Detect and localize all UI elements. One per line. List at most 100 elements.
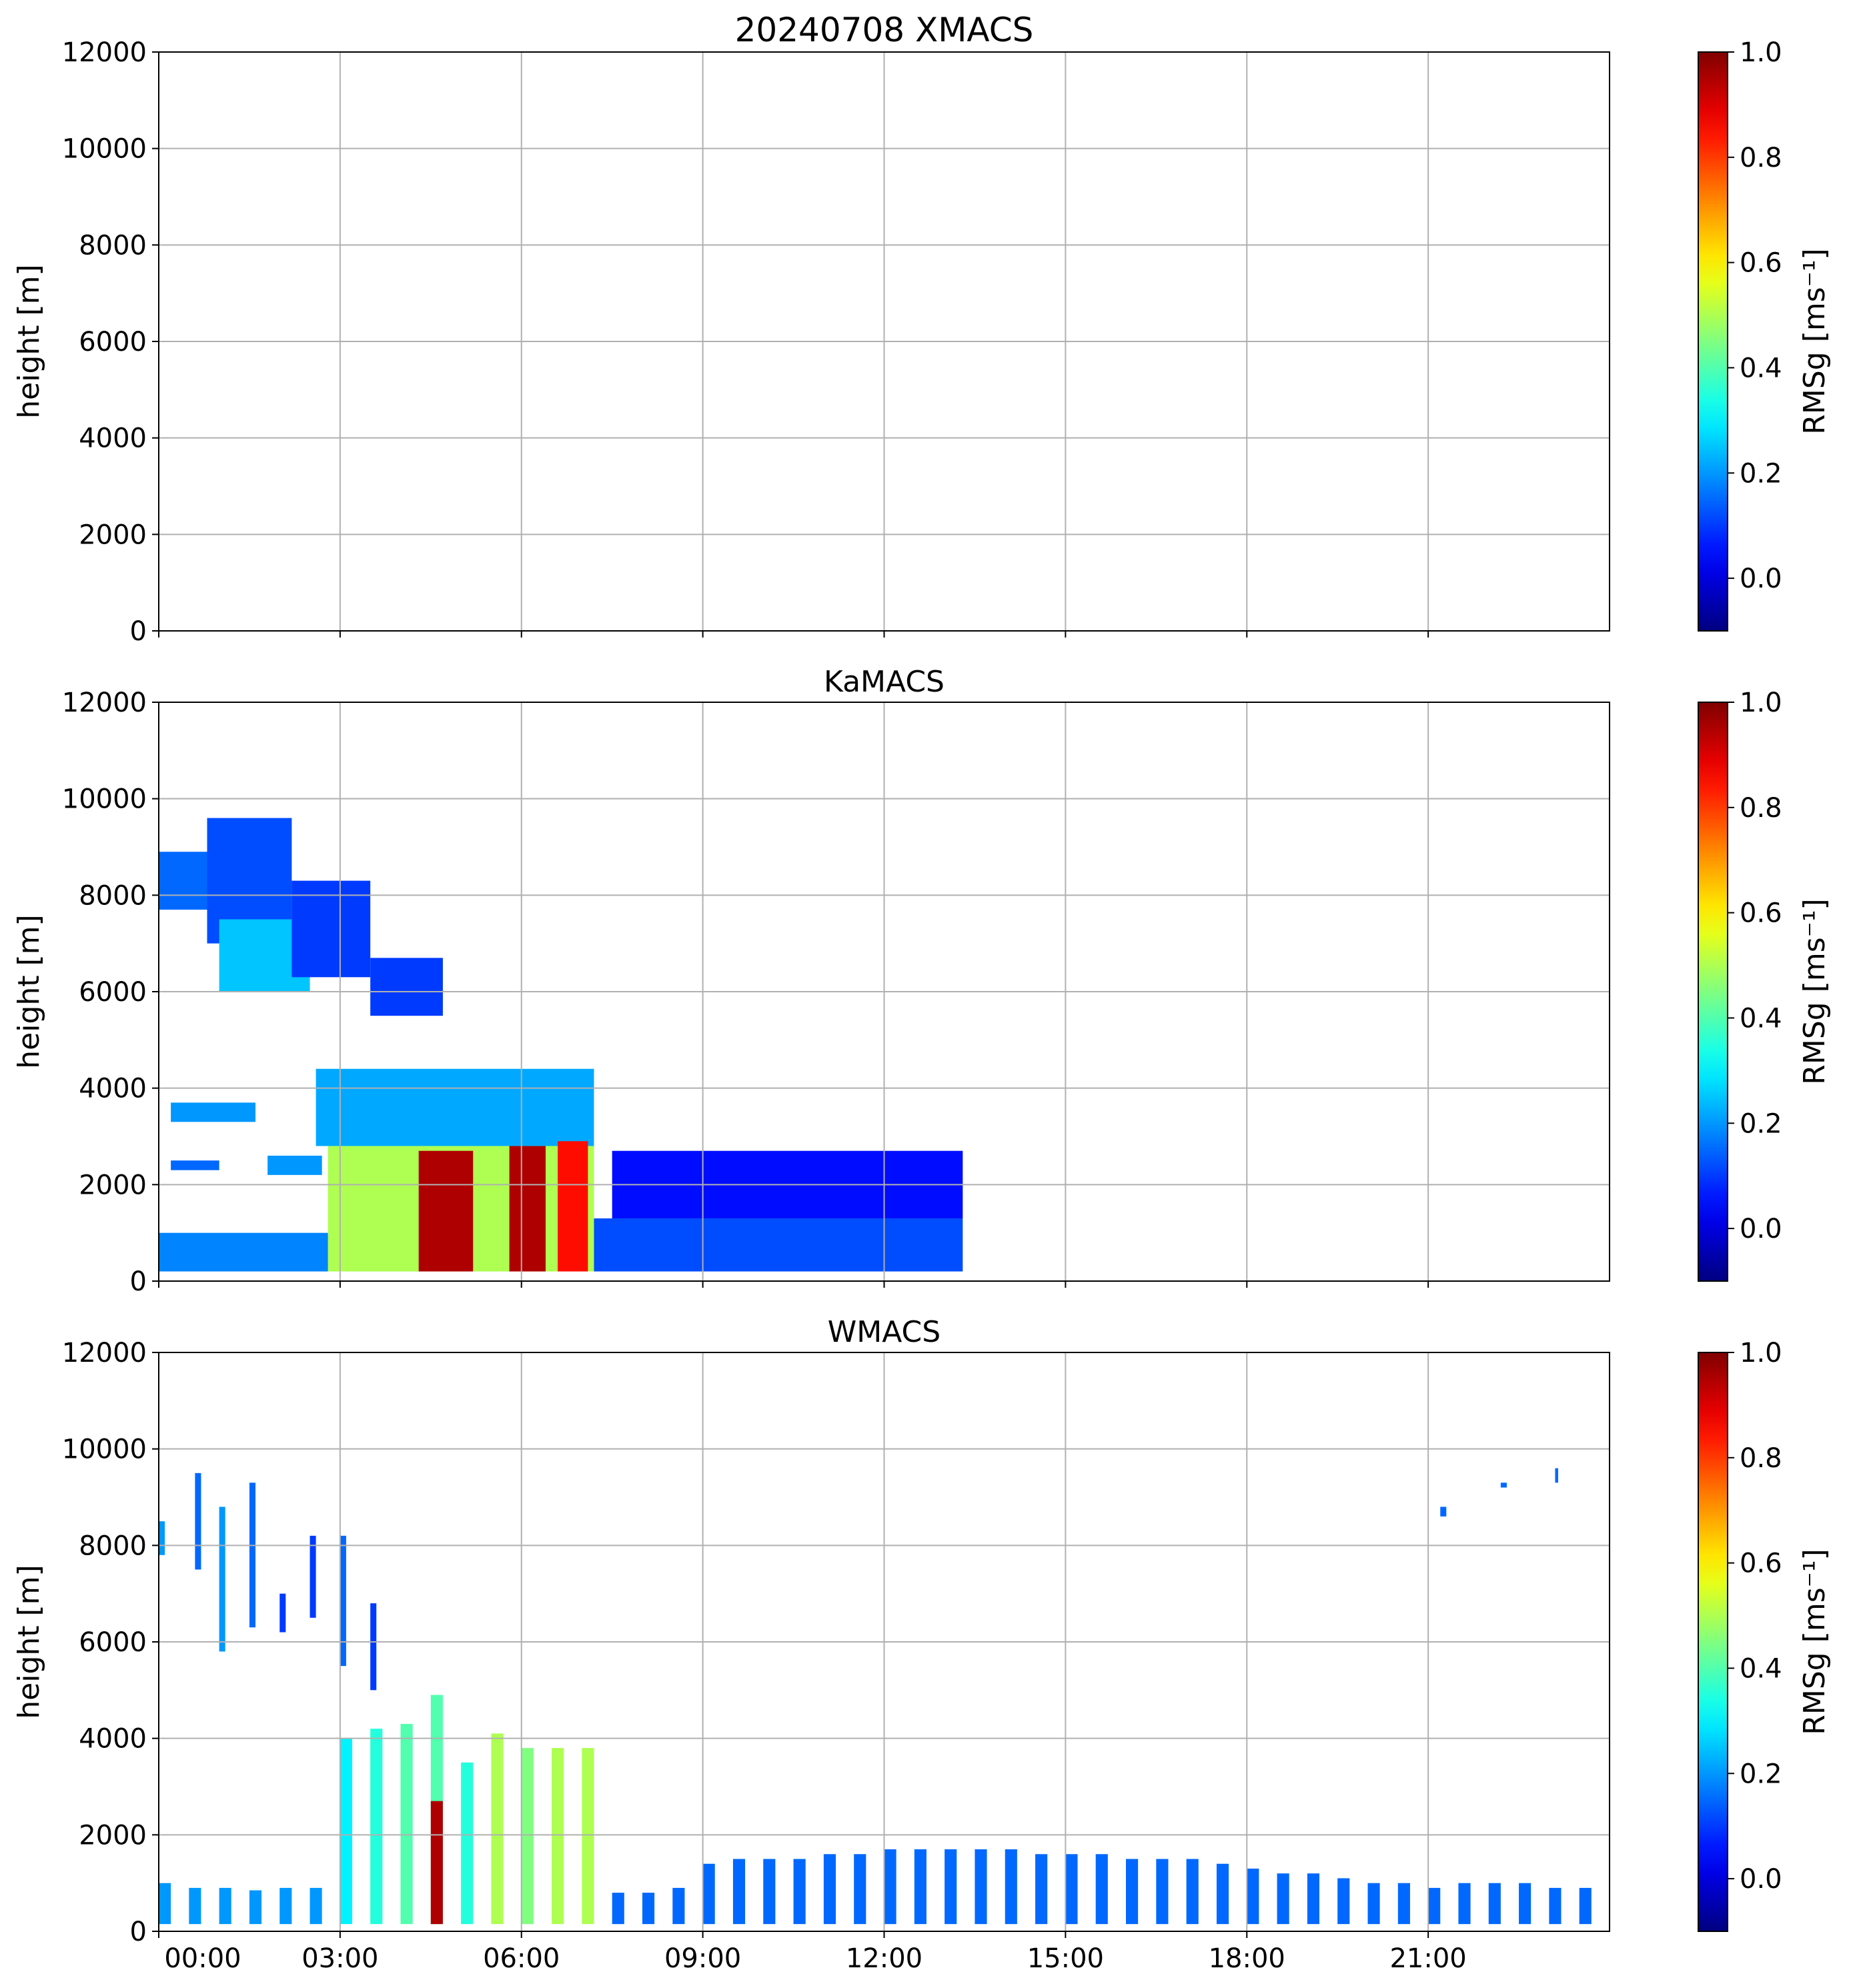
heatmap-region [249,1482,255,1628]
y-tick-label: 0 [130,1917,147,1947]
heatmap-region [1005,1849,1017,1925]
chart-title: KaMACS [824,665,945,699]
colorbar-gradient [1698,1352,1728,1932]
heatmap-region [1519,1883,1531,1925]
colorbar-label: RMSg [ms⁻¹] [1798,898,1832,1084]
colorbar-tick-label: 0.2 [1740,1759,1782,1789]
colorbar-tick-label: 0.0 [1740,1864,1782,1895]
heatmap-region [279,1887,292,1925]
colorbar-tick-label: 0.6 [1740,898,1782,929]
y-tick-label: 4000 [79,423,147,454]
x-tick-label: 00:00 [164,1943,241,1974]
heatmap-data [159,1468,1592,1925]
colorbar-tick-label: 1.0 [1740,37,1782,68]
heatmap-region [1337,1878,1350,1925]
heatmap-region [732,1859,746,1925]
colorbar-tick-label: 1.0 [1740,688,1782,718]
chart-title: 20240708 XMACS [735,11,1034,49]
heatmap-region [171,1160,219,1170]
heatmap-region [672,1887,685,1925]
y-axis-label: height [m] [12,914,46,1068]
heatmap-region [159,852,207,910]
y-tick-label: 6000 [79,327,147,357]
heatmap-region [400,1723,413,1925]
colorbar-tick-label: 0.8 [1740,793,1782,824]
y-tick-label: 10000 [62,1434,147,1465]
heatmap-region [1035,1854,1048,1925]
heatmap-region [1216,1863,1229,1925]
y-tick-label: 8000 [79,880,147,911]
heatmap-region [310,1535,316,1618]
colorbar-tick-label: 0.8 [1740,143,1782,173]
colorbar-tick-label: 0.0 [1740,1214,1782,1244]
heatmap-region [195,1472,201,1570]
heatmap-region [219,1887,231,1925]
heatmap-region [854,1854,866,1925]
colorbar-tick-label: 0.8 [1740,1443,1782,1474]
x-tick-label: 15:00 [1027,1943,1104,1974]
heatmap-region [316,1068,594,1146]
heatmap-data [159,818,963,1272]
heatmap-region [914,1849,927,1925]
y-tick-label: 4000 [79,1074,147,1104]
colorbar-label: RMSg [ms⁻¹] [1798,1549,1832,1735]
heatmap-region [189,1887,201,1925]
colorbar-tick-label: 0.2 [1740,1108,1782,1139]
heatmap-region [582,1748,594,1925]
heatmap-region [1488,1883,1501,1925]
heatmap-region [558,1141,588,1272]
heatmap-region [1458,1883,1471,1925]
y-tick-label: 6000 [79,977,147,1008]
colorbar-tick-label: 0.2 [1740,458,1782,489]
heatmap-region [291,880,371,978]
grid [159,702,1610,1281]
heatmap-region [1500,1482,1507,1488]
heatmap-region [159,1232,328,1272]
heatmap-region [945,1849,957,1925]
panel-1: 0 2000 4000 6000 8000 10000 12000 20240708 XMAC… [12,11,1832,647]
heatmap-region [509,1146,546,1272]
heatmap-region [884,1849,896,1925]
heatmap-region [1247,1868,1259,1925]
heatmap-region [249,1890,262,1925]
heatmap-region [370,1729,383,1925]
heatmap-region [1095,1854,1108,1925]
y-tick-label: 2000 [79,1820,147,1851]
heatmap-region [1156,1859,1169,1925]
grid [159,1352,1610,1931]
colorbar: 0.0 0.2 0.4 0.6 0.8 1.0 RMSg [ms⁻¹] [1698,1338,1832,1932]
colorbar-tick-label: 0.6 [1740,1549,1782,1579]
panel-2: 0 2000 4000 6000 8000 10000 12000 KaMACS height … [12,665,1832,1297]
x-tick-label: 09:00 [664,1943,741,1974]
y-tick-label: 12000 [62,688,147,718]
heatmap-region [418,1150,474,1272]
heatmap-region [1277,1873,1289,1925]
y-tick-label: 10000 [62,134,147,165]
heatmap-region [1367,1883,1380,1925]
heatmap-region [763,1859,776,1925]
heatmap-region [1397,1883,1410,1925]
heatmap-region [340,1535,346,1667]
x-tick-label: 18:00 [1209,1943,1285,1974]
y-tick-label: 10000 [62,784,147,815]
x-tick-label: 06:00 [483,1943,560,1974]
heatmap-region [159,1521,165,1555]
heatmap-region [1307,1873,1319,1925]
y-tick-label: 6000 [79,1627,147,1658]
chart-title: WMACS [828,1315,941,1349]
heatmap-region [430,1801,443,1925]
heatmap-region [612,1893,624,1925]
heatmap-region [1549,1887,1562,1925]
heatmap-region [552,1748,564,1925]
colorbar-tick-label: 0.4 [1740,1003,1782,1034]
heatmap-region [370,1603,377,1691]
colorbar-tick-label: 1.0 [1740,1338,1782,1368]
colorbar-tick-label: 0.6 [1740,248,1782,279]
heatmap-region [279,1593,286,1633]
grid [159,52,1610,631]
heatmap-region [267,1155,322,1175]
heatmap-region [1555,1468,1558,1483]
x-tick-label: 12:00 [846,1943,922,1974]
heatmap-region [1186,1859,1199,1925]
